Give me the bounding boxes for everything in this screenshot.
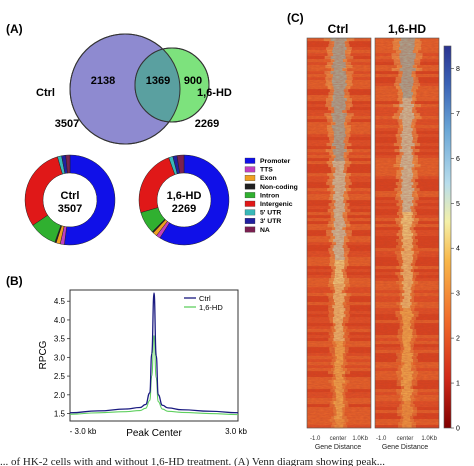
donut-hd-center-count: 2269 bbox=[172, 203, 196, 215]
panel-label-a: (A) bbox=[6, 22, 23, 36]
colorbar-tick-label: 1 bbox=[456, 381, 460, 388]
legend-swatch-promoter bbox=[244, 157, 256, 164]
heatmap-xaxis-hd: -1.0 center 1.0Kb Gene Distance bbox=[376, 436, 438, 451]
line-xlabel: Peak Center bbox=[126, 428, 182, 439]
line-y-tick-label: 1.5 bbox=[54, 410, 66, 419]
donut-slice-promoter bbox=[64, 154, 116, 246]
venn-hd-unique: 900 bbox=[184, 75, 202, 87]
donut-ctrl-center-name: Ctrl bbox=[61, 190, 80, 202]
legend-label-promoter: Promoter bbox=[260, 158, 291, 165]
legend-swatch-non-coding bbox=[244, 183, 256, 190]
donut-ctrl-center-count: 3507 bbox=[58, 203, 82, 215]
figure-caption: ... of HK-2 cells with and without 1,6-H… bbox=[0, 456, 386, 466]
colorbar-tick-label: 6 bbox=[456, 156, 460, 163]
line-legend-label-ctrl: Ctrl bbox=[199, 294, 211, 303]
heatmap-ctrl-tick-left: -1.0 bbox=[310, 436, 321, 442]
heatmap-hd-xlabel: Gene Distance bbox=[382, 444, 428, 451]
venn-hd-name: 1,6-HD bbox=[197, 87, 232, 99]
legend-label-3-utr: 3' UTR bbox=[260, 218, 281, 225]
line-series-1-6-hd bbox=[69, 335, 239, 416]
heatmap-ctrl-tick-center: center bbox=[330, 436, 347, 442]
line-y-tick-label: 4.0 bbox=[54, 316, 66, 325]
colorbar-tick-label: 8 bbox=[456, 66, 460, 73]
heatmap-hd-tick-left: -1.0 bbox=[376, 436, 387, 442]
venn-ctrl-name: Ctrl bbox=[36, 87, 55, 99]
colorbar-tick-label: 5 bbox=[456, 201, 460, 208]
donut-chart-hd bbox=[138, 154, 230, 246]
legend-swatch-3-utr bbox=[244, 218, 256, 224]
legend-label-intergenic: Intergenic bbox=[260, 201, 293, 208]
heatmap-ctrl-xlabel: Gene Distance bbox=[315, 444, 361, 451]
figure: (A) 2138 1369 900 Ctrl 1,6-HD 3507 2269 … bbox=[6, 11, 460, 451]
donut-slice-intergenic bbox=[138, 157, 176, 213]
line-x-tick-left: - 3.0 kb bbox=[70, 427, 97, 436]
line-series bbox=[69, 292, 239, 416]
legend-swatch-na bbox=[244, 226, 256, 233]
heatmap-title-ctrl: Ctrl bbox=[328, 22, 349, 36]
donut-slice-intergenic bbox=[24, 156, 63, 226]
legend-swatch-intergenic bbox=[244, 200, 256, 207]
legend-label-exon: Exon bbox=[260, 175, 277, 182]
venn-ctrl-unique: 2138 bbox=[91, 75, 115, 87]
heatmap-title-hd: 1,6-HD bbox=[388, 22, 426, 36]
colorbar-tick-label: 2 bbox=[456, 336, 460, 343]
line-y-tick-label: 3.5 bbox=[54, 335, 66, 344]
line-y-tick-label: 2.5 bbox=[54, 372, 66, 381]
donut-hd-center-name: 1,6-HD bbox=[167, 190, 202, 202]
legend-swatch-5-utr bbox=[244, 209, 256, 216]
panel-label-c: (C) bbox=[287, 11, 304, 25]
legend-label-5-utr: 5' UTR bbox=[260, 210, 281, 217]
heatmap-ctrl-tick-right: 1.0Kb bbox=[352, 436, 368, 442]
colorbar-tick-label: 4 bbox=[456, 246, 460, 253]
line-y-tick-label: 3.0 bbox=[54, 353, 66, 362]
heatmap-ctrl bbox=[306, 37, 372, 429]
venn-overlap-count: 1369 bbox=[146, 75, 170, 87]
colorbar-tick-label: 7 bbox=[456, 111, 460, 118]
heatmap-hd bbox=[374, 37, 440, 429]
heatmap-hd-tick-center: center bbox=[397, 436, 414, 442]
donut-chart-ctrl bbox=[24, 154, 116, 246]
colorbar-ticks: 0 1 2 3 4 5 6 7 8 bbox=[451, 66, 460, 433]
donut-slice-na bbox=[65, 154, 71, 174]
legend-swatch-exon bbox=[244, 175, 256, 181]
line-legend-label-1-6-hd: 1,6-HD bbox=[199, 303, 223, 312]
legend-swatch-tts bbox=[244, 166, 256, 173]
line-series-ctrl bbox=[69, 292, 239, 414]
legend-label-non-coding: Non-coding bbox=[260, 184, 298, 191]
line-y-tick-label: 2.0 bbox=[54, 391, 66, 400]
legend-label-na: NA bbox=[260, 227, 270, 234]
colorbar-tick-label: 0 bbox=[456, 426, 460, 433]
venn-hd-total: 2269 bbox=[195, 118, 219, 130]
legend-label-tts: TTS bbox=[260, 167, 273, 174]
heatmap-xaxis-ctrl: -1.0 center 1.0Kb Gene Distance bbox=[310, 436, 369, 451]
legend-label-intron: Intron bbox=[260, 192, 279, 199]
venn-ctrl-total: 3507 bbox=[55, 118, 79, 130]
donut-slice-na bbox=[176, 154, 185, 174]
line-y-tick-label: 4.5 bbox=[54, 297, 66, 306]
venn-overlap bbox=[135, 48, 180, 122]
line-x-tick-right: 3.0 kb bbox=[225, 427, 247, 436]
legend-swatch-intron bbox=[244, 192, 256, 199]
colorbar-tick-label: 3 bbox=[456, 291, 460, 298]
heatmap-hd-tick-right: 1.0Kb bbox=[421, 436, 437, 442]
donut-slice-promoter bbox=[159, 154, 230, 246]
panel-label-b: (B) bbox=[6, 274, 23, 288]
heatmap-colorbar bbox=[443, 45, 452, 429]
line-y-ticks: 1.5 2.0 2.5 3.0 3.5 4.0 4.5 bbox=[54, 297, 70, 419]
venn-diagram: 2138 1369 900 Ctrl 1,6-HD 3507 2269 bbox=[36, 33, 232, 145]
line-plot-frame bbox=[69, 289, 239, 422]
line-ylabel: RPCG bbox=[38, 340, 49, 369]
